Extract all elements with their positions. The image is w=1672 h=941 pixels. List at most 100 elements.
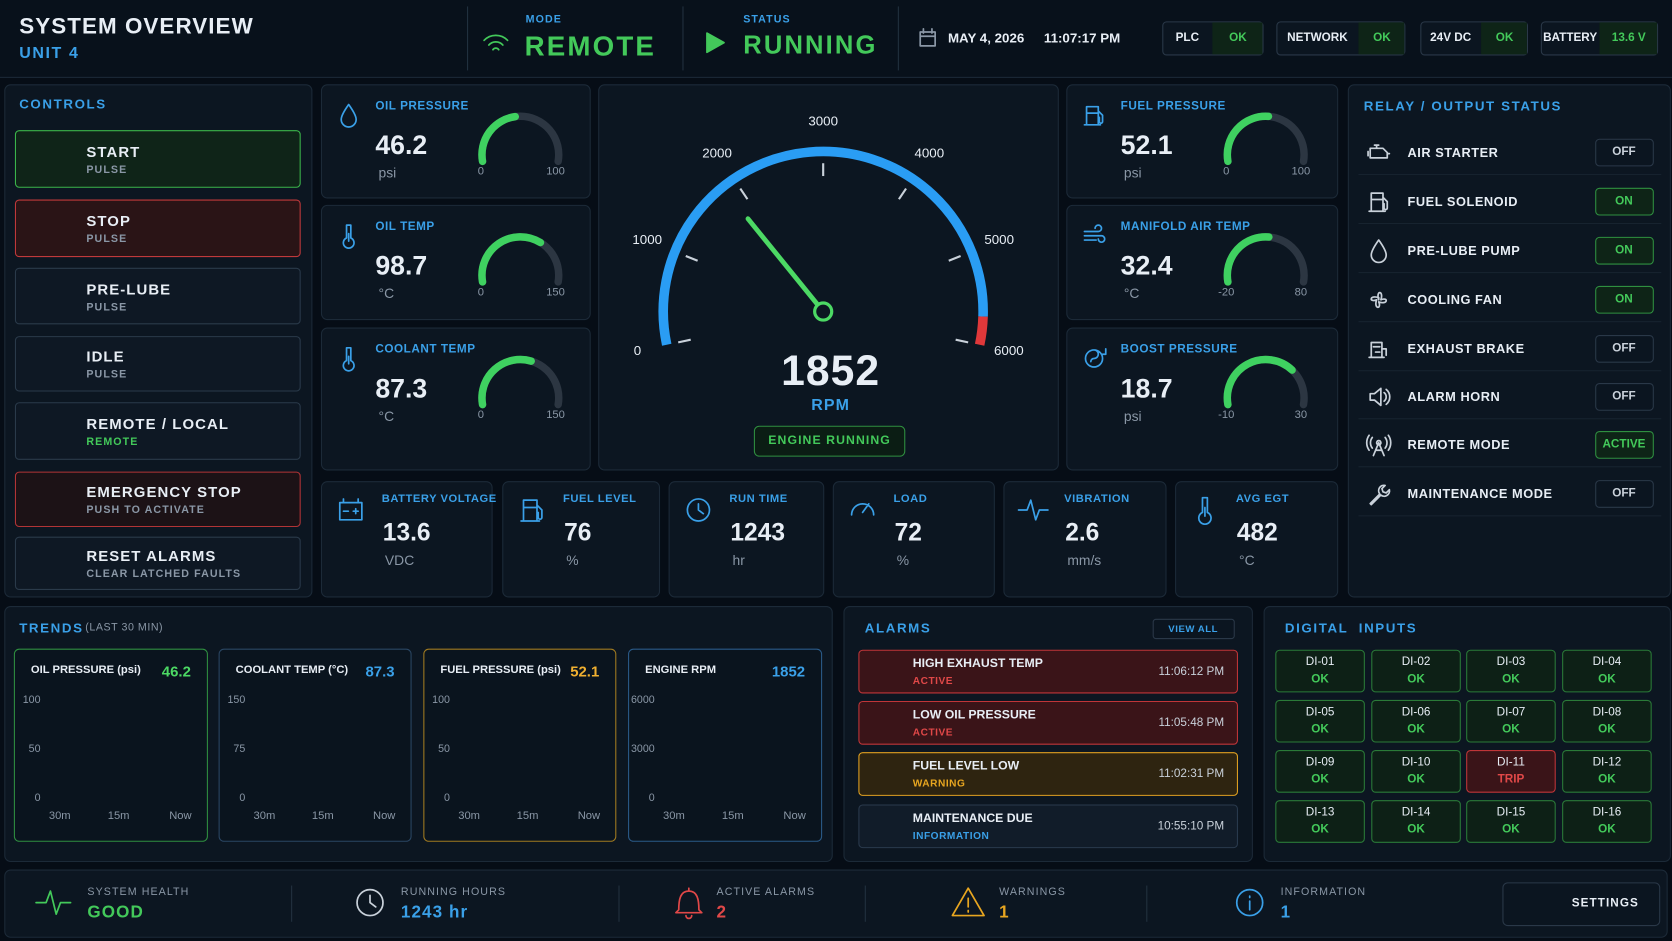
divider xyxy=(467,6,469,71)
button-sub: CLEAR LATCHED FAULTS xyxy=(86,568,242,581)
input-id: DI-14 xyxy=(1401,806,1431,819)
control-button[interactable] xyxy=(14,536,301,590)
alarm-level: ACTIVE xyxy=(912,726,954,739)
gauge-label: MANIFOLD AIR TEMP xyxy=(1120,220,1251,234)
x-tick-label: 15m xyxy=(107,809,130,823)
input-id: DI-12 xyxy=(1592,755,1622,769)
button-sub: REMOTE xyxy=(86,436,139,449)
input-cell xyxy=(1275,649,1365,693)
view-all-button[interactable] xyxy=(1152,618,1235,640)
control-button[interactable] xyxy=(14,199,301,258)
input-id: DI-04 xyxy=(1592,655,1622,669)
indicator-state: OK xyxy=(1495,31,1514,45)
input-cell xyxy=(1275,699,1365,743)
metric-panel xyxy=(832,481,995,598)
y-tick-label: 0 xyxy=(239,792,246,805)
settings-button[interactable] xyxy=(1502,882,1661,927)
alarm-item xyxy=(858,804,1238,849)
trend-card xyxy=(218,648,412,842)
relay-state xyxy=(1595,480,1654,508)
input-state: OK xyxy=(1502,823,1520,836)
metric-label: VIBRATION xyxy=(1064,492,1130,506)
gauge-label: BOOST PRESSURE xyxy=(1120,343,1238,356)
relay-state xyxy=(1595,335,1654,363)
footer-value: GOOD xyxy=(87,903,144,922)
input-state: OK xyxy=(1598,772,1616,786)
footer-label: WARNINGS xyxy=(999,886,1066,899)
input-id: DI-13 xyxy=(1305,806,1335,819)
gauge-value: 52.1 xyxy=(1120,130,1173,161)
y-tick-label: 50 xyxy=(28,743,41,756)
button-sub: PULSE xyxy=(86,301,128,314)
engine-status xyxy=(753,425,906,457)
relay-label: REMOTE MODE xyxy=(1407,437,1511,453)
input-cell xyxy=(1275,800,1365,843)
mode-label: MODE xyxy=(525,13,562,26)
relay-state-text: ON xyxy=(1615,292,1633,306)
gauge-max: 150 xyxy=(546,285,565,299)
footer-value: 1243 hr xyxy=(400,903,469,922)
control-button[interactable] xyxy=(14,267,301,325)
divider xyxy=(291,885,293,922)
rpm-value: 1852 xyxy=(781,347,881,395)
control-button[interactable] xyxy=(14,336,301,392)
rpm-tick-label: 3000 xyxy=(808,113,839,129)
relay-row xyxy=(1358,179,1662,225)
status-value: RUNNING xyxy=(743,30,878,60)
control-button[interactable] xyxy=(14,402,301,460)
control-button[interactable] xyxy=(14,130,301,188)
gauge-max: 150 xyxy=(546,408,565,422)
alarm-title: LOW OIL PRESSURE xyxy=(912,708,1036,722)
input-cell xyxy=(1466,800,1556,843)
rpm-tick-label: 6000 xyxy=(994,343,1024,359)
relay-label: ALARM HORN xyxy=(1407,389,1501,405)
input-state: TRIP xyxy=(1497,772,1525,786)
indicator-state-bg xyxy=(1358,22,1405,55)
mode-value: REMOTE xyxy=(524,29,657,62)
relay-state-text: OFF xyxy=(1612,487,1636,500)
metric-label: AVG EGT xyxy=(1235,492,1290,506)
input-state: OK xyxy=(1502,722,1520,736)
input-id: DI-06 xyxy=(1401,705,1431,719)
x-tick-label: 30m xyxy=(253,809,276,823)
alarm-item xyxy=(858,700,1238,745)
x-tick-label: 30m xyxy=(458,809,481,823)
panel-title: RELAY / OUTPUT STATUS xyxy=(1363,98,1563,114)
panel-title: DIGITAL INPUTS xyxy=(1284,620,1418,636)
relay-state xyxy=(1595,285,1654,314)
alarm-level: WARNING xyxy=(912,778,966,790)
input-cell xyxy=(1562,800,1652,843)
x-tick-label: Now xyxy=(577,809,601,823)
metric-value: 482 xyxy=(1236,517,1278,546)
gauge-min: 0 xyxy=(477,285,485,299)
input-cell xyxy=(1275,750,1365,793)
relay-state xyxy=(1595,383,1654,411)
gauge-label: FUEL PRESSURE xyxy=(1120,99,1226,113)
gauge-value: 18.7 xyxy=(1120,373,1173,404)
panel-title: CONTROLS xyxy=(19,96,107,112)
button-sub: PUSH TO ACTIVATE xyxy=(86,504,205,517)
input-cell xyxy=(1371,649,1461,693)
control-button[interactable] xyxy=(14,471,301,528)
metric-label: FUEL LEVEL xyxy=(563,492,637,506)
x-tick-label: Now xyxy=(783,809,806,823)
indicator-state: OK xyxy=(1373,31,1391,45)
indicator-name: PLC xyxy=(1175,31,1200,45)
unit-name: UNIT 4 xyxy=(19,44,80,63)
gauge-max: 100 xyxy=(546,165,565,178)
relay-row xyxy=(1358,422,1662,468)
relay-row xyxy=(1358,277,1662,323)
gauge-value: 87.3 xyxy=(375,373,428,404)
trend-current: 46.2 xyxy=(161,662,191,680)
input-id: DI-16 xyxy=(1592,806,1622,819)
footer-label: RUNNING HOURS xyxy=(400,886,507,899)
relay-state xyxy=(1595,187,1654,216)
input-state: OK xyxy=(1598,672,1616,686)
metric-value: 76 xyxy=(564,517,592,546)
time: 11:07:17 PM xyxy=(1043,30,1121,46)
metric-unit: % xyxy=(896,552,910,569)
indicator-name: BATTERY xyxy=(1543,31,1598,45)
relay-label: EXHAUST BRAKE xyxy=(1407,341,1525,357)
gauge-unit: psi xyxy=(1123,164,1142,181)
metric-label: RUN TIME xyxy=(729,492,788,506)
